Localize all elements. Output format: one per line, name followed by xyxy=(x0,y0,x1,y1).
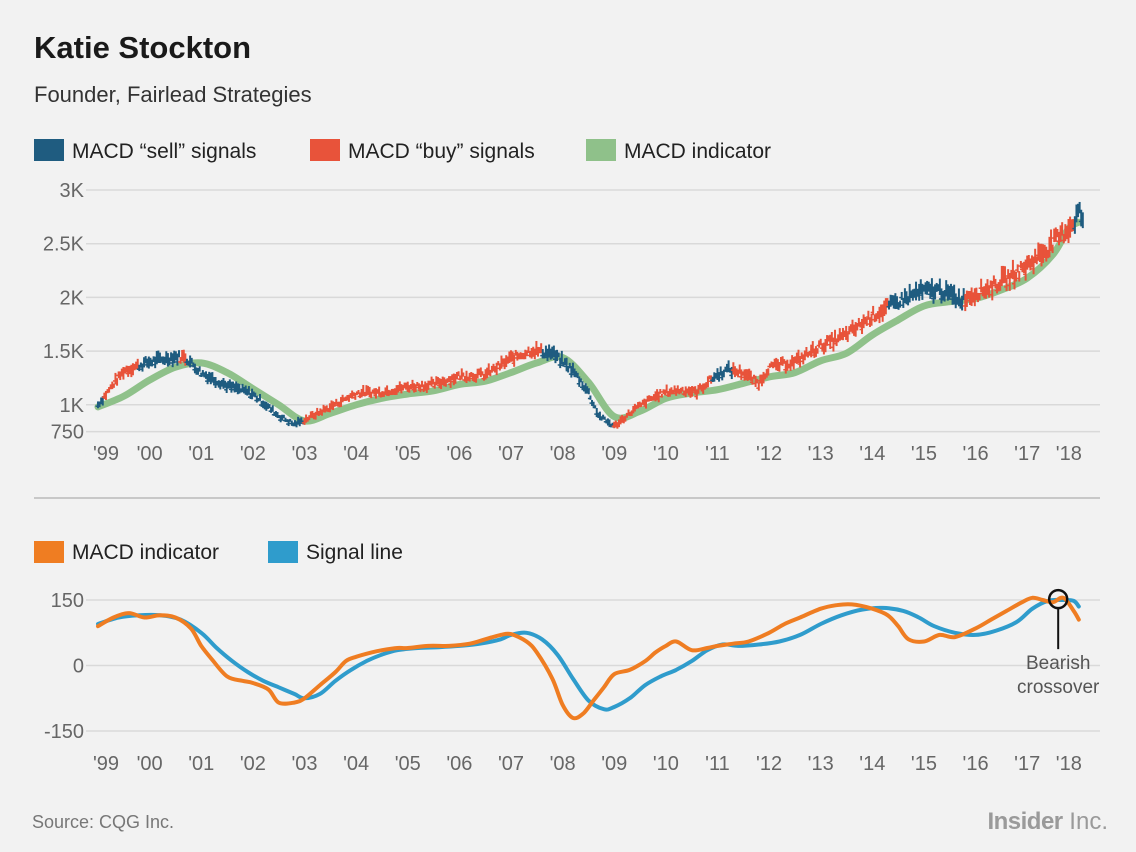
top-legend: MACD “sell” signals MACD “buy” signals M… xyxy=(34,139,771,163)
price-x-tick-label: '05 xyxy=(395,443,421,465)
price-x-tick-label: '12 xyxy=(756,443,782,465)
legend-label-sell: MACD “sell” signals xyxy=(72,140,256,163)
price-y-tick-label: 3K xyxy=(60,180,85,202)
price-x-tick-label: '14 xyxy=(859,443,885,465)
macd-x-tick-label: '99 xyxy=(93,753,119,775)
brand-logo-light: Inc. xyxy=(1062,808,1108,835)
macd-y-tick-label: 0 xyxy=(73,656,84,678)
macd-x-tick-label: '13 xyxy=(808,753,834,775)
price-y-tick-label: 750 xyxy=(51,422,84,444)
macd-chart: 150 0 -150 '99 '00 '01 '02 '03 '04 '05 '06 '07 '08 '0… xyxy=(44,588,1100,775)
chart-title: Katie Stockton xyxy=(34,30,252,65)
macd-x-tick-label: '17 xyxy=(1014,753,1040,775)
macd-x-tick-label: '07 xyxy=(498,753,524,775)
price-y-tick-label: 2.5K xyxy=(43,234,85,256)
macd-x-tick-label: '12 xyxy=(756,753,782,775)
legend-label-signal: Signal line xyxy=(306,541,403,564)
crossover-label: crossover xyxy=(1017,677,1100,698)
legend-label-macd-top: MACD indicator xyxy=(624,140,771,163)
macd-x-tick-label: '00 xyxy=(137,753,163,775)
macd-x-tick-label: '15 xyxy=(911,753,937,775)
price-x-tick-label: '08 xyxy=(550,443,576,465)
price-x-tick-label: '09 xyxy=(601,443,627,465)
macd-y-tick-label: 150 xyxy=(51,590,84,612)
macd-y-tick-label: -150 xyxy=(44,721,84,743)
signal-line-series xyxy=(96,597,1081,712)
legend-label-macd-bottom: MACD indicator xyxy=(72,541,219,564)
macd-x-tick-label: '06 xyxy=(446,753,472,775)
bottom-legend: MACD indicator Signal line xyxy=(34,541,403,564)
macd-x-tick-label: '09 xyxy=(601,753,627,775)
legend-swatch-sell xyxy=(34,139,64,161)
macd-x-tick-label: '16 xyxy=(963,753,989,775)
legend-swatch-macd-top xyxy=(586,139,616,161)
legend-label-buy: MACD “buy” signals xyxy=(348,140,535,163)
price-x-tick-label: '16 xyxy=(963,443,989,465)
macd-x-tick-label: '04 xyxy=(343,753,369,775)
chart-subtitle: Founder, Fairlead Strategies xyxy=(34,82,312,107)
macd-x-tick-label: '02 xyxy=(240,753,266,775)
price-x-tick-label: '00 xyxy=(137,443,163,465)
price-y-tick-label: 1K xyxy=(60,395,85,417)
price-y-tick-label: 1.5K xyxy=(43,341,85,363)
price-x-tick-label: '15 xyxy=(911,443,937,465)
macd-x-tick-label: '08 xyxy=(550,753,576,775)
price-x-tick-label: '02 xyxy=(240,443,266,465)
price-x-tick-label: '99 xyxy=(93,443,119,465)
legend-swatch-buy xyxy=(310,139,340,161)
legend-swatch-macd-bottom xyxy=(34,541,64,563)
price-x-tick-label: '11 xyxy=(705,443,730,465)
macd-x-tick-label: '11 xyxy=(705,753,730,775)
macd-x-tick-label: '01 xyxy=(188,753,214,775)
price-x-tick-label: '07 xyxy=(498,443,524,465)
macd-indicator-line xyxy=(94,218,1083,425)
macd-x-tick-label: '05 xyxy=(395,753,421,775)
macd-x-tick-label: '18 xyxy=(1056,753,1082,775)
price-x-tick-label: '06 xyxy=(446,443,472,465)
price-x-tick-label: '03 xyxy=(291,443,317,465)
brand-logo-bold: Insider xyxy=(987,808,1063,835)
macd-x-tick-label: '03 xyxy=(291,753,317,775)
price-x-tick-label: '17 xyxy=(1014,443,1040,465)
macd-x-tick-label: '10 xyxy=(653,753,679,775)
source-note: Source: CQG Inc. xyxy=(32,812,175,832)
price-x-tick-label: '04 xyxy=(343,443,369,465)
price-y-tick-label: 2K xyxy=(60,287,85,309)
legend-swatch-signal xyxy=(268,541,298,563)
price-x-tick-label: '10 xyxy=(653,443,679,465)
macd-x-tick-label: '14 xyxy=(859,753,885,775)
price-x-tick-label: '01 xyxy=(188,443,214,465)
price-chart: 3K 2.5K 2K 1.5K 1K 750 '99 '00 '01 '02 '03 '04 '05 '0… xyxy=(43,180,1100,465)
crossover-label: Bearish xyxy=(1026,653,1090,674)
macd-indicator-series xyxy=(96,595,1081,721)
price-x-tick-label: '18 xyxy=(1056,443,1082,465)
brand-logo: Insider Inc. xyxy=(987,808,1108,836)
price-x-tick-label: '13 xyxy=(808,443,834,465)
